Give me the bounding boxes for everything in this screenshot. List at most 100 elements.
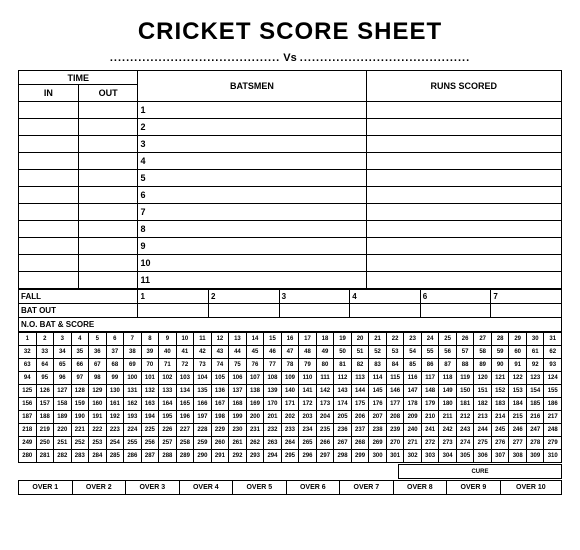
score-cell[interactable]: 179 — [421, 398, 439, 411]
score-cell[interactable]: 234 — [299, 424, 317, 437]
batsman-name-cell[interactable]: 7 — [138, 204, 366, 221]
score-cell[interactable]: 8 — [141, 333, 159, 346]
score-cell[interactable]: 285 — [106, 450, 124, 463]
score-cell[interactable]: 47 — [281, 346, 299, 359]
runs-cell[interactable] — [366, 119, 562, 136]
score-cell[interactable]: 37 — [106, 346, 124, 359]
score-cell[interactable]: 194 — [141, 411, 159, 424]
score-cell[interactable]: 105 — [211, 372, 229, 385]
score-cell[interactable]: 245 — [491, 424, 509, 437]
score-cell[interactable]: 153 — [509, 385, 527, 398]
score-cell[interactable]: 79 — [299, 359, 317, 372]
score-cell[interactable]: 4 — [71, 333, 89, 346]
runs-cell[interactable] — [366, 187, 562, 204]
score-cell[interactable]: 296 — [299, 450, 317, 463]
batsman-name-cell[interactable]: 1 — [138, 102, 366, 119]
score-cell[interactable]: 48 — [299, 346, 317, 359]
score-cell[interactable]: 293 — [246, 450, 264, 463]
score-cell[interactable]: 299 — [351, 450, 369, 463]
score-cell[interactable]: 29 — [509, 333, 527, 346]
score-cell[interactable]: 83 — [369, 359, 387, 372]
fall-col[interactable]: 6 — [420, 290, 491, 304]
score-cell[interactable]: 127 — [54, 385, 72, 398]
score-cell[interactable]: 190 — [71, 411, 89, 424]
runs-cell[interactable] — [366, 255, 562, 272]
score-cell[interactable]: 121 — [491, 372, 509, 385]
score-cell[interactable]: 223 — [106, 424, 124, 437]
score-cell[interactable]: 176 — [369, 398, 387, 411]
score-cell[interactable]: 49 — [316, 346, 334, 359]
score-cell[interactable]: 32 — [19, 346, 37, 359]
time-out-cell[interactable] — [78, 136, 138, 153]
score-cell[interactable]: 12 — [211, 333, 229, 346]
score-cell[interactable]: 13 — [229, 333, 247, 346]
score-cell[interactable]: 102 — [159, 372, 177, 385]
score-cell[interactable]: 161 — [106, 398, 124, 411]
score-cell[interactable]: 133 — [159, 385, 177, 398]
over-cell[interactable]: OVER 8 — [393, 481, 447, 495]
score-cell[interactable]: 290 — [194, 450, 212, 463]
bat-out-col[interactable] — [350, 304, 421, 318]
bat-out-col[interactable] — [420, 304, 491, 318]
score-cell[interactable]: 18 — [316, 333, 334, 346]
time-out-cell[interactable] — [78, 238, 138, 255]
score-cell[interactable]: 108 — [264, 372, 282, 385]
fall-col[interactable]: 1 — [138, 290, 209, 304]
bat-out-col[interactable] — [491, 304, 562, 318]
score-cell[interactable]: 120 — [474, 372, 492, 385]
runs-cell[interactable] — [366, 136, 562, 153]
score-cell[interactable]: 233 — [281, 424, 299, 437]
score-cell[interactable]: 206 — [351, 411, 369, 424]
score-cell[interactable]: 80 — [316, 359, 334, 372]
score-cell[interactable]: 264 — [281, 437, 299, 450]
score-cell[interactable]: 144 — [351, 385, 369, 398]
batsman-name-cell[interactable]: 6 — [138, 187, 366, 204]
score-cell[interactable]: 73 — [194, 359, 212, 372]
score-cell[interactable]: 86 — [421, 359, 439, 372]
score-cell[interactable]: 106 — [229, 372, 247, 385]
score-cell[interactable]: 5 — [89, 333, 107, 346]
time-in-cell[interactable] — [19, 170, 79, 187]
score-cell[interactable]: 280 — [19, 450, 37, 463]
score-cell[interactable]: 213 — [474, 411, 492, 424]
score-cell[interactable]: 90 — [491, 359, 509, 372]
score-cell[interactable]: 129 — [89, 385, 107, 398]
score-cell[interactable]: 284 — [89, 450, 107, 463]
score-cell[interactable]: 99 — [106, 372, 124, 385]
score-cell[interactable]: 58 — [474, 346, 492, 359]
score-cell[interactable]: 229 — [211, 424, 229, 437]
score-cell[interactable]: 146 — [386, 385, 404, 398]
score-cell[interactable]: 93 — [544, 359, 562, 372]
score-cell[interactable]: 266 — [316, 437, 334, 450]
score-cell[interactable]: 191 — [89, 411, 107, 424]
score-cell[interactable]: 51 — [351, 346, 369, 359]
runs-cell[interactable] — [366, 272, 562, 289]
score-cell[interactable]: 202 — [281, 411, 299, 424]
score-cell[interactable]: 52 — [369, 346, 387, 359]
score-cell[interactable]: 231 — [246, 424, 264, 437]
score-cell[interactable]: 15 — [264, 333, 282, 346]
score-cell[interactable]: 242 — [439, 424, 457, 437]
score-cell[interactable]: 113 — [351, 372, 369, 385]
score-cell[interactable]: 243 — [456, 424, 474, 437]
score-cell[interactable]: 112 — [334, 372, 352, 385]
score-cell[interactable]: 56 — [439, 346, 457, 359]
score-cell[interactable]: 291 — [211, 450, 229, 463]
score-cell[interactable]: 252 — [71, 437, 89, 450]
time-out-cell[interactable] — [78, 102, 138, 119]
score-cell[interactable]: 184 — [509, 398, 527, 411]
score-cell[interactable]: 218 — [19, 424, 37, 437]
score-cell[interactable]: 286 — [124, 450, 142, 463]
score-cell[interactable]: 138 — [246, 385, 264, 398]
score-cell[interactable]: 152 — [491, 385, 509, 398]
score-cell[interactable]: 14 — [246, 333, 264, 346]
score-cell[interactable]: 232 — [264, 424, 282, 437]
score-cell[interactable]: 78 — [281, 359, 299, 372]
time-out-cell[interactable] — [78, 119, 138, 136]
score-cell[interactable]: 253 — [89, 437, 107, 450]
score-cell[interactable]: 115 — [386, 372, 404, 385]
score-cell[interactable]: 166 — [194, 398, 212, 411]
score-cell[interactable]: 281 — [36, 450, 54, 463]
score-cell[interactable]: 301 — [386, 450, 404, 463]
score-cell[interactable]: 265 — [299, 437, 317, 450]
